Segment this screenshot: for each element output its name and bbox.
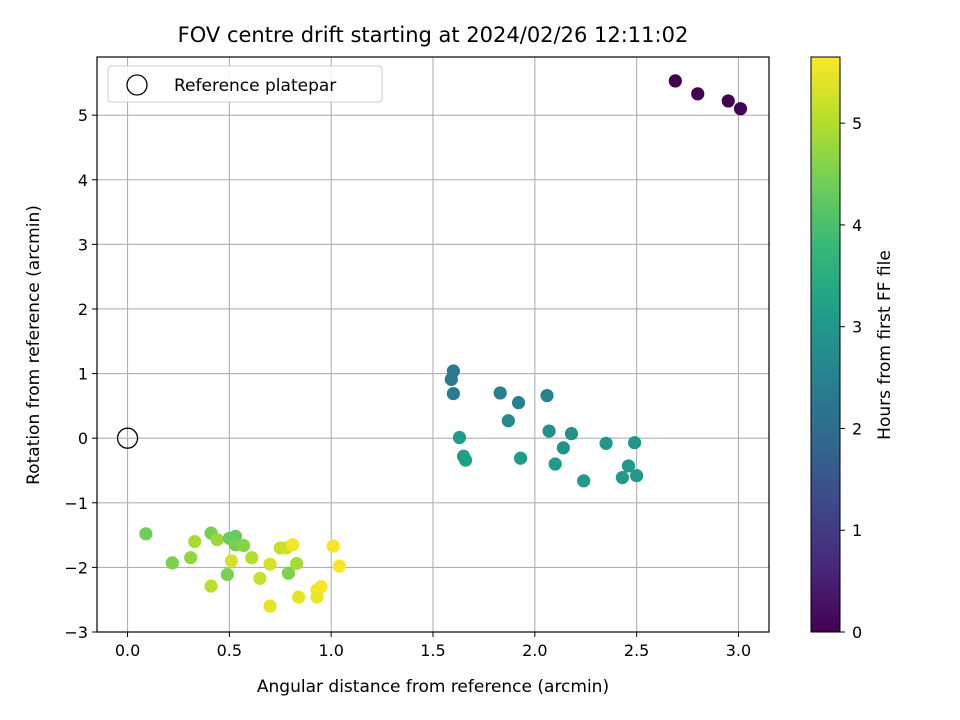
y-axis-title: Rotation from reference (arcmin) xyxy=(24,205,44,485)
legend: Reference platepar xyxy=(107,65,383,103)
data-point xyxy=(165,556,179,570)
data-point xyxy=(615,470,629,485)
data-point xyxy=(444,372,458,386)
legend-marker-icon xyxy=(126,74,148,96)
colorbar-tick-label: 2 xyxy=(852,419,862,438)
data-point xyxy=(310,590,324,604)
x-axis-title: Angular distance from reference (arcmin) xyxy=(257,677,609,697)
data-point xyxy=(188,534,202,549)
data-point xyxy=(630,469,644,483)
data-point xyxy=(292,590,306,604)
data-point xyxy=(564,427,579,441)
colorbar xyxy=(810,56,841,633)
data-point xyxy=(204,579,218,593)
data-point xyxy=(542,424,556,438)
y-axis-ticks: −3 −2 −1 0 1 2 3 4 5 xyxy=(64,106,97,642)
data-point xyxy=(721,94,735,108)
legend-box xyxy=(107,65,383,103)
x-tick-label: 2.5 xyxy=(624,641,649,660)
data-point xyxy=(733,102,748,116)
data-point xyxy=(281,566,296,580)
data-point xyxy=(691,87,705,101)
data-point xyxy=(599,436,613,450)
data-point xyxy=(446,387,460,401)
colorbar-ticks: 0 1 2 3 4 5 xyxy=(840,114,862,642)
x-tick-label: 0.5 xyxy=(217,641,242,660)
colorbar-tick-label: 3 xyxy=(852,318,862,337)
colorbar-title: Hours from first FF file xyxy=(875,250,895,440)
y-tick-label: 5 xyxy=(78,106,88,125)
grid-lines xyxy=(97,57,769,633)
data-point xyxy=(245,551,259,565)
legend-label: Reference platepar xyxy=(174,76,336,96)
data-point xyxy=(253,571,267,585)
y-tick-label: −2 xyxy=(64,558,88,577)
colorbar-tick-label: 5 xyxy=(852,114,862,133)
data-point xyxy=(493,386,507,400)
y-tick-label: 3 xyxy=(78,235,88,254)
data-point xyxy=(139,527,153,541)
data-point xyxy=(577,474,591,488)
data-point xyxy=(332,559,346,573)
data-point xyxy=(210,533,224,547)
y-tick-label: −3 xyxy=(64,623,88,642)
x-tick-label: 0.0 xyxy=(115,641,140,660)
colorbar-tick-label: 0 xyxy=(852,623,862,642)
data-point xyxy=(621,459,636,473)
chart-title: FOV centre drift starting at 2024/02/26 … xyxy=(178,23,689,47)
data-point xyxy=(263,557,277,571)
data-point xyxy=(548,457,562,471)
data-point xyxy=(540,388,554,403)
data-point xyxy=(511,396,526,410)
data-point xyxy=(285,538,300,552)
y-tick-label: −1 xyxy=(64,494,88,513)
reference-marker-group xyxy=(116,427,139,449)
data-point xyxy=(237,538,251,553)
data-point xyxy=(314,580,328,594)
x-tick-label: 1.0 xyxy=(318,641,343,660)
x-tick-label: 1.5 xyxy=(420,641,445,660)
data-point xyxy=(501,414,515,428)
data-point xyxy=(668,74,682,88)
colorbar-tick-label: 4 xyxy=(852,216,862,235)
y-tick-label: 2 xyxy=(78,300,88,319)
x-tick-label: 3.0 xyxy=(726,641,751,660)
data-point xyxy=(289,556,304,571)
x-axis-ticks: 0.0 0.5 1.0 1.5 2.0 2.5 3.0 xyxy=(115,632,751,660)
y-tick-label: 4 xyxy=(78,171,88,190)
data-point xyxy=(326,539,340,553)
data-point xyxy=(452,430,467,445)
data-point xyxy=(513,451,528,465)
y-tick-label: 1 xyxy=(78,365,88,384)
data-points xyxy=(139,74,748,613)
data-point xyxy=(556,441,570,455)
data-point xyxy=(263,599,277,613)
x-tick-label: 2.0 xyxy=(522,641,547,660)
colorbar-tick-label: 1 xyxy=(852,521,862,540)
data-point xyxy=(220,567,234,582)
data-point xyxy=(184,551,198,565)
y-tick-label: 0 xyxy=(78,429,88,448)
reference-platepar-marker xyxy=(116,427,139,449)
data-point xyxy=(628,436,642,450)
data-point xyxy=(224,554,238,568)
data-point xyxy=(458,453,473,467)
